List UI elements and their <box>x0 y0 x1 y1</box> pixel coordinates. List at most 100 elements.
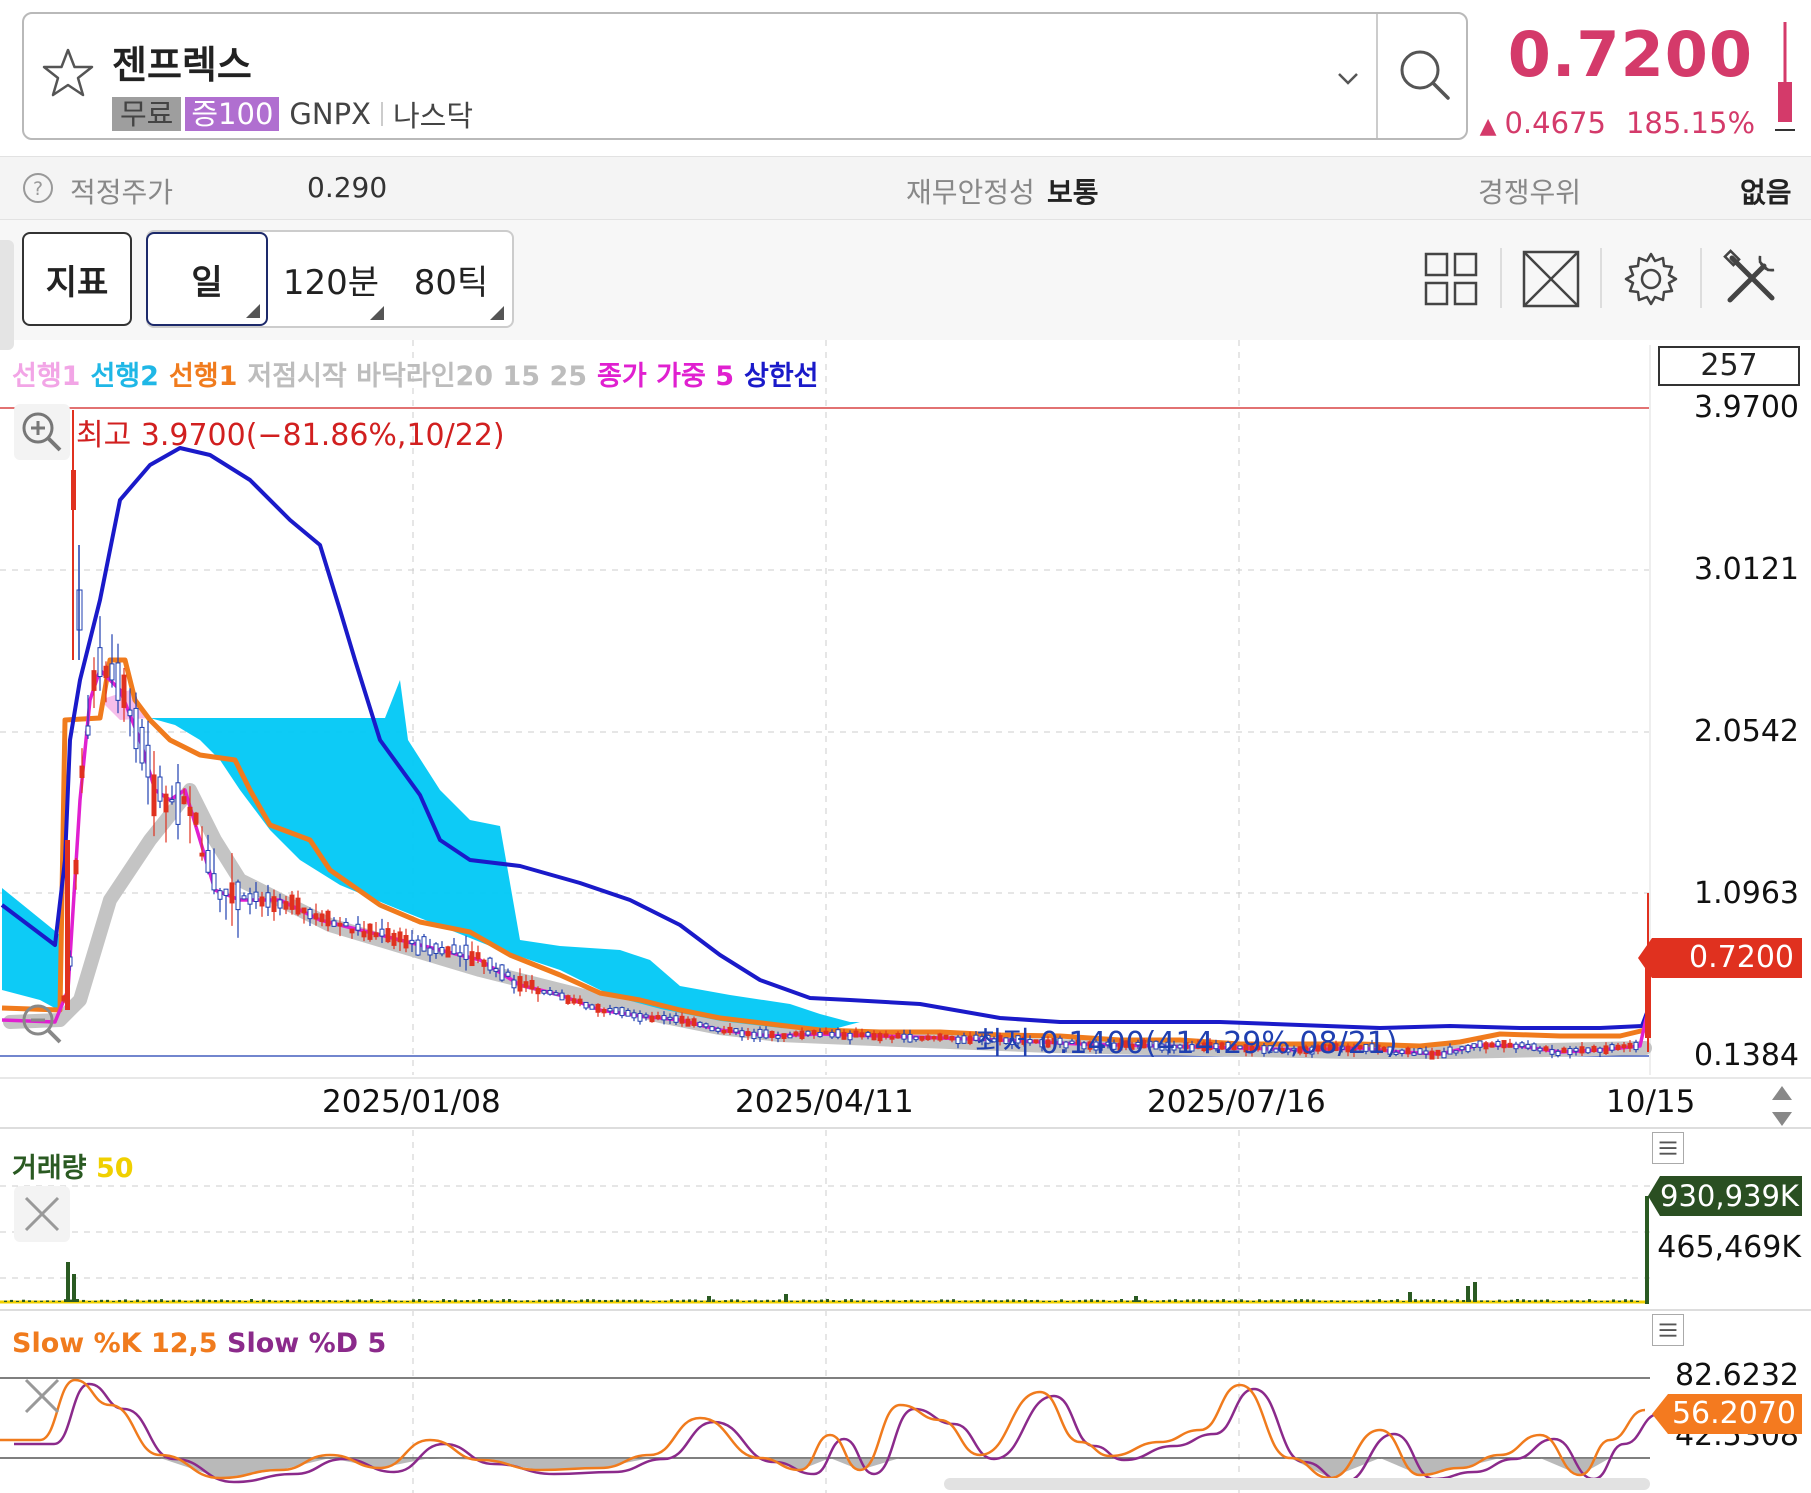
candle-body <box>265 892 271 908</box>
candle-body <box>1339 1045 1345 1050</box>
price-change: ▲ 0.4675 185.15% <box>1472 106 1755 140</box>
volume-bar <box>958 1300 961 1302</box>
candle-body <box>937 1033 943 1041</box>
volume-bar <box>718 1300 721 1302</box>
candle-body <box>913 1036 919 1041</box>
volume-bar <box>1204 1299 1207 1302</box>
candle-body <box>1075 1039 1081 1045</box>
search-icon[interactable] <box>1394 44 1456 106</box>
candle-body <box>127 709 133 717</box>
volume-bar <box>1366 1299 1369 1302</box>
candle-body <box>199 852 205 857</box>
volume-bar <box>904 1300 907 1302</box>
candle-body <box>1609 1044 1615 1051</box>
volume-bar <box>616 1299 619 1302</box>
candle-body <box>235 881 241 911</box>
candle-body <box>1357 1045 1363 1050</box>
candle-body <box>1399 1049 1405 1054</box>
stochastic-menu-button[interactable] <box>1652 1314 1684 1346</box>
volume-bar <box>220 1299 223 1302</box>
period-minute-label: 120분 <box>282 262 380 303</box>
candle-count-box[interactable]: 257 <box>1658 346 1800 386</box>
candle-body <box>1477 1040 1483 1048</box>
period-day-button[interactable]: 일 <box>146 232 268 326</box>
volume-bar <box>670 1299 673 1302</box>
volume-bar <box>694 1299 697 1302</box>
volume-bar <box>1048 1300 1051 1302</box>
volume-bar <box>526 1300 529 1302</box>
close-volume-button[interactable] <box>14 1186 70 1242</box>
volume-menu-button[interactable] <box>1652 1132 1684 1164</box>
settings-gear-icon[interactable] <box>1620 248 1682 310</box>
volume-bar <box>976 1300 979 1302</box>
candle-body <box>1585 1047 1591 1054</box>
candle-body <box>1507 1042 1513 1048</box>
candle-body <box>997 1035 1003 1042</box>
star-icon[interactable] <box>38 44 98 104</box>
candle-body <box>1261 1045 1267 1054</box>
side-drawer-handle[interactable] <box>0 240 14 350</box>
volume-bar <box>496 1300 499 1302</box>
volume-bar <box>394 1300 397 1302</box>
tools-icon[interactable] <box>1720 248 1782 310</box>
candle-body <box>1159 1043 1165 1051</box>
period-tick-label: 80틱 <box>413 262 489 303</box>
volume-bar <box>1090 1299 1093 1302</box>
candle-body <box>1579 1046 1585 1054</box>
indicator-legend[interactable]: 선행1 선행2 선행1 저점시작 바닥라인20 15 25 종가 가중 5 상한선 <box>12 354 829 393</box>
help-icon[interactable]: ? <box>22 172 54 204</box>
period-minute-button[interactable]: 120분 <box>272 232 390 326</box>
candle-body <box>739 1030 745 1038</box>
candle-body <box>181 796 187 805</box>
volume-bar <box>1432 1299 1435 1302</box>
volume-bar <box>304 1300 307 1302</box>
volume-bar <box>1630 1299 1633 1302</box>
candle-body <box>115 662 121 701</box>
candle-body <box>85 725 91 736</box>
volume-bar <box>448 1300 451 1302</box>
volume-bar <box>658 1300 661 1302</box>
volume-bar <box>172 1299 175 1302</box>
volume-bar <box>514 1300 517 1302</box>
dropdown-corner-icon <box>370 306 384 320</box>
candle-body <box>769 1030 775 1038</box>
volume-bar <box>1396 1299 1399 1302</box>
candle-body <box>1333 1043 1339 1052</box>
chevron-down-icon[interactable] <box>1334 64 1362 92</box>
expand-icon[interactable] <box>1520 248 1582 310</box>
stock-selector[interactable]: 젠프렉스 무료 증100 GNPX 나스닥 <box>22 12 1468 140</box>
volume-bar <box>556 1299 559 1302</box>
volume-bar <box>1084 1299 1087 1302</box>
volume-bar <box>1018 1300 1021 1302</box>
volume-bar <box>274 1300 277 1302</box>
candle-body <box>847 1032 853 1041</box>
candle-body <box>901 1033 907 1040</box>
x-axis-label: 2025/07/16 <box>1147 1084 1326 1120</box>
zoom-in-button[interactable] <box>14 404 70 460</box>
volume-bar <box>400 1300 403 1302</box>
dropdown-corner-icon <box>490 306 504 320</box>
candle-body <box>637 1013 643 1022</box>
zoom-out-button[interactable] <box>14 996 70 1052</box>
close-stochastic-button[interactable] <box>14 1368 70 1424</box>
volume-title: 거래량 50 <box>12 1146 134 1185</box>
stoch-d-label: Slow %D 5 <box>227 1328 387 1359</box>
volume-bar <box>1414 1299 1417 1302</box>
baseline-orange <box>1 657 1646 1049</box>
period-tick-button[interactable]: 80틱 <box>392 232 510 326</box>
candle-body <box>1459 1046 1465 1051</box>
volume-bar <box>1390 1299 1393 1302</box>
volume-bar <box>1024 1299 1027 1302</box>
candle-body <box>1603 1045 1609 1055</box>
candle-body <box>439 947 445 955</box>
candle-body <box>1273 1048 1279 1053</box>
price-chart[interactable] <box>0 340 1811 1493</box>
candle-body <box>1213 1043 1219 1050</box>
volume-bar <box>70 1299 73 1302</box>
volume-bar <box>592 1299 595 1302</box>
candle-body <box>325 910 331 927</box>
candle-body <box>655 1015 661 1020</box>
indicator-button[interactable]: 지표 <box>22 232 132 326</box>
volume-bar <box>430 1300 433 1302</box>
grid-layout-icon[interactable] <box>1420 248 1482 310</box>
